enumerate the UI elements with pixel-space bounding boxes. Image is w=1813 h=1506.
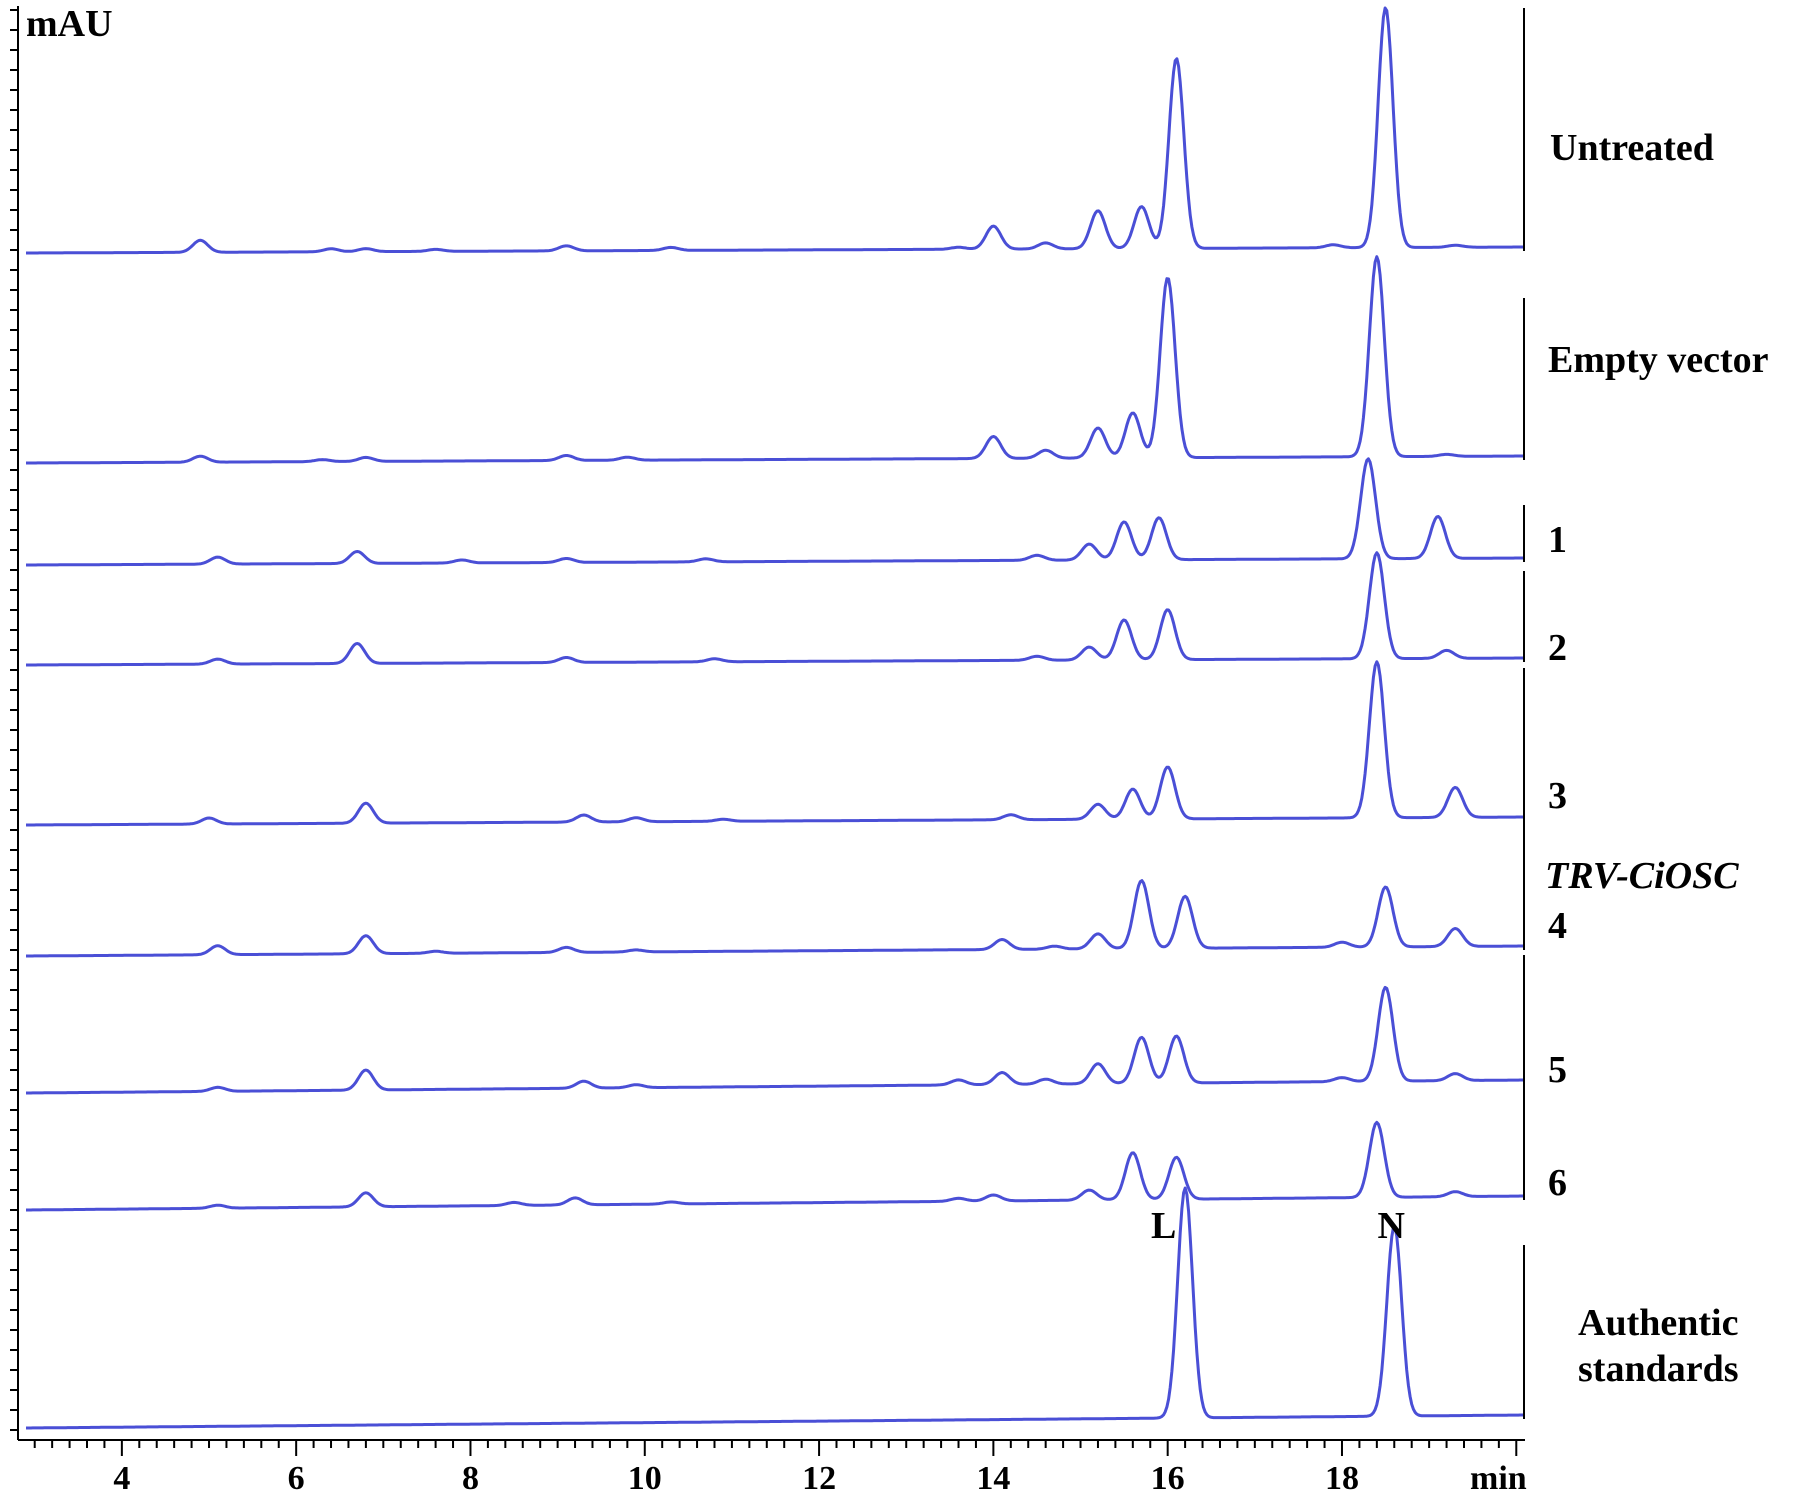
trace-line-5 — [26, 660, 1525, 827]
trace-line-7 — [26, 985, 1525, 1095]
trace-label-5: 3 — [1548, 775, 1567, 817]
trace-line-4 — [26, 551, 1525, 667]
x-tick-label: 18 — [1325, 1460, 1359, 1497]
trace-labels: Untreated Empty vector 1 2 3 4 5 6 Authentic stan… — [1548, 127, 1769, 1390]
group-label: TRV-CiOSC — [1545, 855, 1739, 897]
y-axis-label: mAU — [26, 3, 113, 45]
trace-line-8 — [26, 1120, 1525, 1212]
trace-label-2: Empty vector — [1548, 339, 1769, 381]
trace-line-2 — [26, 255, 1525, 465]
peak-annotation-L: L — [1151, 1205, 1176, 1247]
y-axis — [10, 6, 19, 1440]
trace-label-8: 6 — [1548, 1162, 1567, 1204]
trace-line-1 — [26, 6, 1525, 255]
x-axis-label: min — [1470, 1460, 1527, 1497]
x-tick-label: 10 — [628, 1460, 662, 1497]
trace-label-3: 1 — [1548, 519, 1567, 561]
trace-line-9 — [26, 1186, 1525, 1430]
trace-group — [26, 6, 1525, 1430]
x-axis: 4 6 8 10 12 14 16 18 — [18, 1439, 1525, 1497]
trace-line-6 — [26, 879, 1525, 958]
trace-label-1: Untreated — [1550, 127, 1714, 169]
x-tick-label: 6 — [288, 1460, 305, 1497]
x-tick-label: 16 — [1151, 1460, 1185, 1497]
peak-annotation-N: N — [1378, 1205, 1405, 1247]
trace-label-4: 2 — [1548, 627, 1567, 669]
x-tick-label: 4 — [113, 1460, 130, 1497]
trace-label-7: 5 — [1548, 1049, 1567, 1091]
x-tick-label: 8 — [462, 1460, 479, 1497]
trace-label-6: 4 — [1548, 905, 1567, 947]
trace-line-3 — [26, 457, 1525, 567]
x-tick-label: 14 — [976, 1460, 1010, 1497]
trace-label-9: Authentic standards — [1578, 1302, 1739, 1390]
x-tick-label: 12 — [802, 1460, 836, 1497]
